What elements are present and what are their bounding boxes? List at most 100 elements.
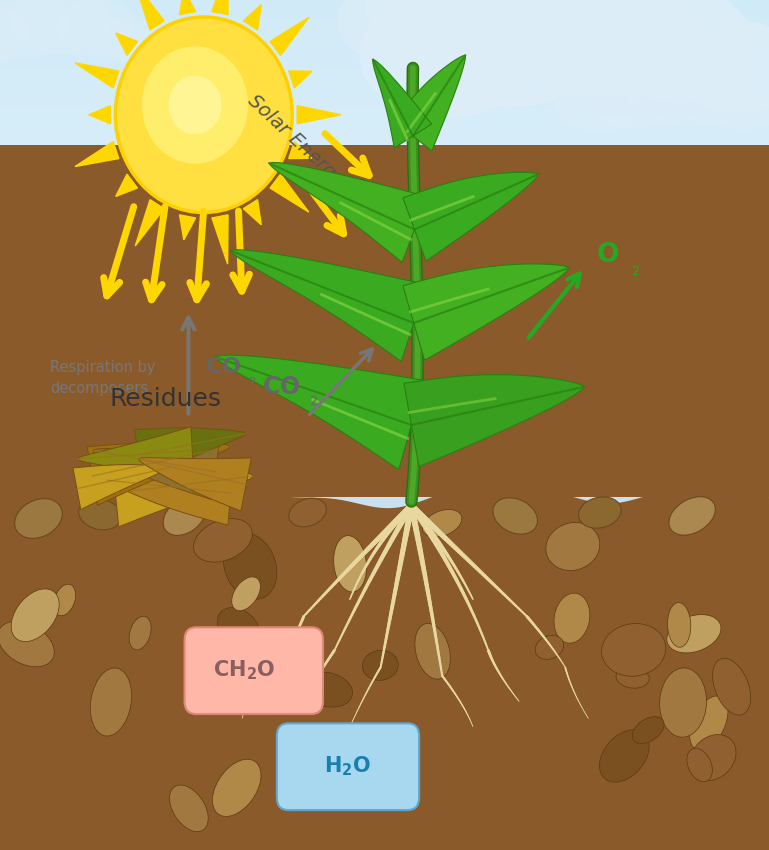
Text: $\mathbf{O}$: $\mathbf{O}$ (596, 242, 619, 268)
Polygon shape (270, 174, 309, 212)
Text: $_2$: $_2$ (309, 390, 318, 409)
Ellipse shape (405, 0, 616, 107)
Ellipse shape (713, 85, 769, 131)
Polygon shape (270, 17, 309, 55)
Polygon shape (135, 428, 246, 480)
Bar (0, 144, 769, 497)
Polygon shape (75, 63, 119, 88)
Ellipse shape (11, 0, 109, 55)
Ellipse shape (535, 636, 564, 660)
Ellipse shape (303, 672, 352, 707)
Polygon shape (73, 465, 169, 509)
Text: $_2$: $_2$ (631, 259, 640, 278)
Ellipse shape (672, 20, 769, 114)
Text: $\mathbf{CO}$: $\mathbf{CO}$ (261, 375, 300, 399)
Polygon shape (231, 250, 426, 361)
Ellipse shape (687, 748, 712, 782)
Text: Residues: Residues (109, 388, 221, 411)
Ellipse shape (231, 577, 261, 610)
Ellipse shape (557, 71, 643, 133)
Polygon shape (212, 215, 228, 264)
Polygon shape (244, 5, 261, 30)
Ellipse shape (493, 498, 538, 534)
Polygon shape (288, 71, 311, 88)
Polygon shape (88, 105, 111, 124)
Ellipse shape (90, 668, 131, 736)
Bar (0, 740, 769, 850)
Ellipse shape (669, 496, 715, 536)
Polygon shape (212, 0, 228, 14)
Ellipse shape (194, 518, 252, 562)
Polygon shape (373, 60, 431, 148)
Ellipse shape (98, 17, 162, 63)
Polygon shape (87, 442, 231, 505)
Ellipse shape (660, 668, 707, 737)
FancyBboxPatch shape (277, 723, 419, 810)
Polygon shape (92, 444, 219, 500)
Polygon shape (77, 427, 194, 474)
Ellipse shape (169, 785, 208, 831)
Polygon shape (288, 142, 311, 159)
Ellipse shape (78, 499, 122, 530)
Text: $\mathbf{CH_2O}$: $\mathbf{CH_2O}$ (213, 658, 276, 682)
Ellipse shape (425, 0, 553, 48)
Ellipse shape (223, 533, 277, 599)
Ellipse shape (359, 0, 533, 118)
Polygon shape (0, 487, 769, 850)
Ellipse shape (217, 608, 260, 649)
Ellipse shape (334, 536, 367, 592)
Ellipse shape (673, 67, 753, 125)
Ellipse shape (362, 650, 398, 680)
Circle shape (141, 46, 248, 164)
Ellipse shape (667, 615, 721, 653)
Text: $\mathbf{CO}$: $\mathbf{CO}$ (205, 357, 241, 377)
FancyBboxPatch shape (185, 627, 323, 714)
Polygon shape (404, 375, 584, 467)
Ellipse shape (288, 498, 327, 527)
Ellipse shape (422, 509, 462, 537)
Polygon shape (297, 105, 341, 124)
Polygon shape (403, 173, 538, 261)
Polygon shape (115, 33, 138, 55)
Polygon shape (269, 162, 427, 263)
Ellipse shape (0, 621, 55, 666)
Polygon shape (138, 457, 251, 511)
Ellipse shape (626, 51, 724, 123)
Ellipse shape (632, 717, 664, 744)
Polygon shape (108, 461, 234, 525)
Ellipse shape (600, 729, 649, 782)
Ellipse shape (667, 603, 691, 647)
Ellipse shape (0, 3, 28, 65)
Ellipse shape (366, 0, 501, 54)
Ellipse shape (12, 589, 59, 642)
Ellipse shape (580, 52, 684, 128)
Ellipse shape (538, 0, 621, 59)
Ellipse shape (54, 584, 75, 615)
Ellipse shape (337, 0, 448, 61)
Polygon shape (75, 142, 119, 167)
Polygon shape (135, 200, 164, 246)
Polygon shape (394, 55, 465, 150)
Text: Solar Energy: Solar Energy (244, 91, 348, 190)
Polygon shape (244, 200, 261, 224)
Text: $\mathbf{H_2O}$: $\mathbf{H_2O}$ (324, 755, 371, 779)
Polygon shape (179, 215, 195, 240)
Polygon shape (135, 0, 164, 30)
Ellipse shape (546, 523, 600, 570)
Ellipse shape (415, 623, 451, 679)
Ellipse shape (163, 496, 206, 536)
Ellipse shape (129, 616, 151, 650)
Ellipse shape (58, 0, 138, 57)
Text: $_2$: $_2$ (248, 371, 256, 389)
Circle shape (115, 17, 292, 212)
Bar (0, 638, 769, 850)
Polygon shape (115, 174, 138, 196)
Text: Respiration by
decomposers: Respiration by decomposers (50, 360, 155, 396)
Ellipse shape (690, 696, 728, 751)
Polygon shape (215, 355, 424, 469)
Ellipse shape (616, 667, 649, 688)
Polygon shape (179, 0, 195, 14)
Ellipse shape (498, 0, 696, 97)
Circle shape (168, 76, 221, 134)
Ellipse shape (212, 759, 261, 817)
